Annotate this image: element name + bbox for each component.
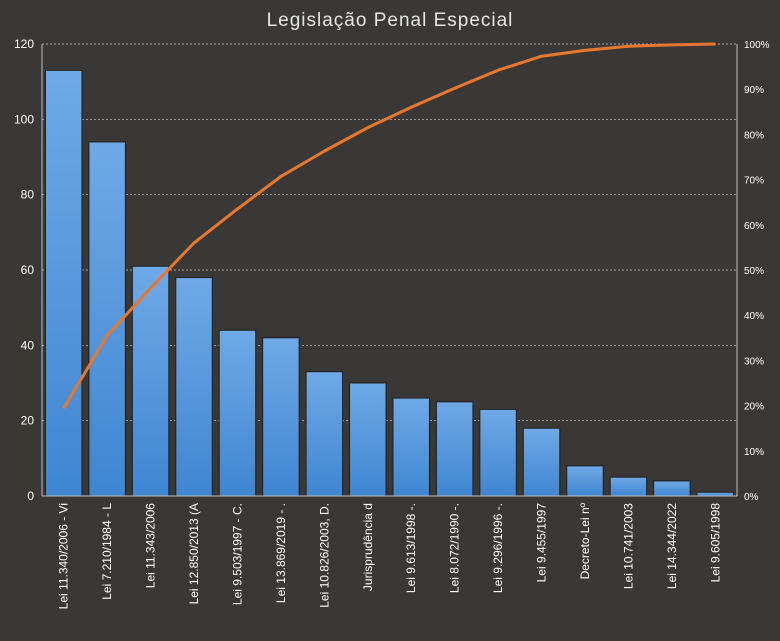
bar <box>349 382 387 497</box>
y2-tick-label: 50% <box>744 266 764 277</box>
category-label: Lei 7.210/1984 - L <box>100 503 114 600</box>
y2-tick-label: 80% <box>744 130 764 141</box>
bar <box>609 476 648 497</box>
y-tick-label: 80 <box>21 188 35 202</box>
chart-title: Legislação Penal Especial <box>267 10 514 31</box>
bar <box>435 401 474 497</box>
y-tick-label: 40 <box>21 338 35 352</box>
bar <box>88 141 126 497</box>
category-label: Lei 11.340/2006 - Vi <box>57 503 71 609</box>
bar <box>522 427 561 497</box>
y2-tick-label: 60% <box>744 221 764 232</box>
category-label: Lei 10.826/2003, D. <box>317 503 331 608</box>
y-tick-label: 120 <box>14 37 34 51</box>
bar <box>479 408 517 497</box>
y2-tick-label: 30% <box>744 356 764 367</box>
bar <box>392 397 430 497</box>
cumulative-line-series <box>62 42 716 410</box>
category-label: Lei 14.344/2022 <box>665 503 679 589</box>
category-label: Lei 9.503/1997 - C. <box>230 503 244 605</box>
bar-series <box>44 69 735 497</box>
category-label: Lei 9.296/1996 -. <box>491 503 505 593</box>
category-label: Lei 9.613/1998 -. <box>404 503 418 593</box>
bar <box>696 491 735 497</box>
bar <box>262 337 300 497</box>
category-label: Lei 11.343/2006 <box>144 503 158 589</box>
y2-tick-label: 20% <box>744 402 764 413</box>
category-label: Lei 9.605/1998 <box>708 503 722 583</box>
y2-tick-label: 0% <box>744 492 759 503</box>
category-label: Lei 8.072/1990 -. <box>448 503 462 593</box>
y-tick-label: 60 <box>21 263 35 277</box>
y-tick-label: 100 <box>14 112 34 126</box>
bar <box>44 69 83 497</box>
bar <box>131 265 170 497</box>
y-tick-label: 0 <box>27 489 34 503</box>
bar <box>218 329 257 497</box>
y2-tick-label: 100% <box>744 40 770 51</box>
y-axis-left: 0 20 40 60 80 100 120 <box>14 37 43 503</box>
y-tick-label: 20 <box>21 414 35 428</box>
category-label: Lei 12.850/2013 (A <box>187 503 201 604</box>
bar <box>653 480 691 497</box>
category-label: Decreto-Lei nº <box>578 502 592 579</box>
category-label: Lei 13.869/2019 - . <box>274 503 288 603</box>
cumulative-line <box>62 42 716 410</box>
bar <box>305 371 344 497</box>
bar <box>566 465 604 497</box>
category-label: Lei 9.455/1997 <box>535 503 549 583</box>
y2-tick-label: 90% <box>744 85 764 96</box>
x-axis: Lei 11.340/2006 - Vi Lei 7.210/1984 - L Le… <box>42 495 737 609</box>
category-label: Lei 10.741/2003 <box>621 503 635 589</box>
y2-tick-label: 40% <box>744 311 764 322</box>
bar <box>175 277 213 497</box>
category-label: Jurisprudência d <box>361 503 375 591</box>
y2-tick-label: 70% <box>744 176 764 187</box>
y2-tick-label: 10% <box>744 447 764 458</box>
y-axis-right: 0% 10% 20% 30% 40% 50% 60% 70% 80% 90% 100% <box>736 40 770 503</box>
